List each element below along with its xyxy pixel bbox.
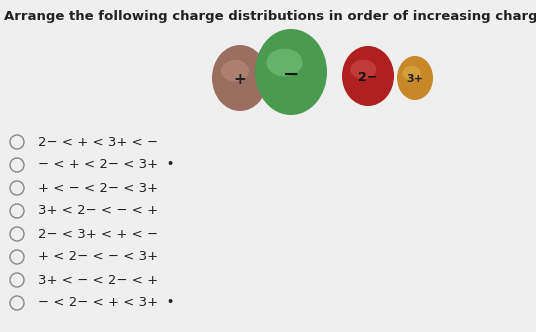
Ellipse shape	[403, 66, 421, 80]
Text: − < + < 2− < 3+  •: − < + < 2− < 3+ •	[38, 158, 175, 172]
Text: +: +	[234, 72, 247, 87]
Text: 2− < 3+ < + < −: 2− < 3+ < + < −	[38, 227, 158, 240]
Text: + < − < 2− < 3+: + < − < 2− < 3+	[38, 182, 158, 195]
Text: 2− < + < 3+ < −: 2− < + < 3+ < −	[38, 135, 158, 148]
Text: 3+ < 2− < − < +: 3+ < 2− < − < +	[38, 205, 158, 217]
Ellipse shape	[342, 46, 394, 106]
Ellipse shape	[351, 60, 376, 79]
Ellipse shape	[221, 60, 249, 81]
Text: + < 2− < − < 3+: + < 2− < − < 3+	[38, 251, 158, 264]
Text: − < 2− < + < 3+  •: − < 2− < + < 3+ •	[38, 296, 175, 309]
Text: 2−: 2−	[359, 71, 378, 84]
Text: 3+: 3+	[407, 74, 423, 84]
Text: 3+ < − < 2− < +: 3+ < − < 2− < +	[38, 274, 158, 287]
Ellipse shape	[266, 48, 302, 76]
Ellipse shape	[212, 45, 268, 111]
Text: Arrange the following charge distributions in order of increasing charge density: Arrange the following charge distributio…	[4, 10, 536, 23]
Ellipse shape	[255, 29, 327, 115]
Text: −: −	[283, 65, 299, 84]
Ellipse shape	[397, 56, 433, 100]
